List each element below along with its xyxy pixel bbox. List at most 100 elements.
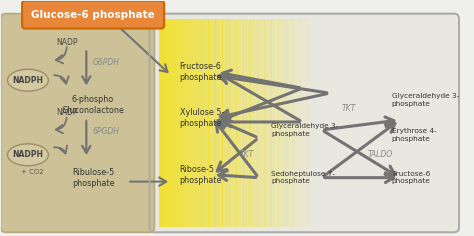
Bar — [180, 19, 183, 227]
Bar — [260, 19, 262, 227]
Bar — [239, 19, 241, 227]
Bar — [220, 19, 222, 227]
Bar — [269, 19, 272, 227]
Text: Xylulose 5-
phosphate: Xylulose 5- phosphate — [180, 108, 224, 128]
Bar — [262, 19, 264, 227]
Bar — [297, 19, 300, 227]
Bar — [264, 19, 267, 227]
Bar — [255, 19, 257, 227]
Bar — [197, 19, 199, 227]
Bar — [302, 19, 304, 227]
Bar — [311, 19, 314, 227]
Bar — [295, 19, 297, 227]
Bar — [204, 19, 206, 227]
Bar — [194, 19, 197, 227]
Bar — [278, 19, 281, 227]
Bar — [337, 19, 339, 227]
Text: NADPH: NADPH — [12, 150, 44, 159]
Bar — [292, 19, 295, 227]
Text: Glyceraldehyde 3-
phosphate: Glyceraldehyde 3- phosphate — [271, 123, 338, 137]
Bar — [182, 19, 185, 227]
Bar — [253, 19, 255, 227]
Bar — [222, 19, 225, 227]
Bar — [225, 19, 227, 227]
Bar — [208, 19, 211, 227]
Bar — [178, 19, 181, 227]
Bar — [232, 19, 234, 227]
Bar — [199, 19, 201, 227]
Text: Sedoheptulose 7-
phosphate: Sedoheptulose 7- phosphate — [271, 171, 335, 184]
Bar — [229, 19, 232, 227]
Bar — [187, 19, 190, 227]
Bar — [218, 19, 220, 227]
Bar — [243, 19, 246, 227]
Bar — [237, 19, 239, 227]
Bar — [192, 19, 194, 227]
Text: Fructose-6
phosphate: Fructose-6 phosphate — [392, 171, 430, 184]
Bar — [341, 19, 344, 227]
Bar — [169, 19, 171, 227]
Bar — [271, 19, 274, 227]
Bar — [332, 19, 335, 227]
Bar — [290, 19, 292, 227]
Bar — [227, 19, 229, 227]
Bar — [316, 19, 318, 227]
Bar — [273, 19, 276, 227]
Bar — [185, 19, 188, 227]
Bar — [241, 19, 244, 227]
FancyBboxPatch shape — [0, 14, 155, 232]
Text: Fructose-6
phosphate: Fructose-6 phosphate — [180, 62, 222, 82]
Bar — [339, 19, 342, 227]
Bar — [309, 19, 311, 227]
Bar — [288, 19, 290, 227]
Bar — [215, 19, 218, 227]
Text: Ribulose-5
phosphate: Ribulose-5 phosphate — [72, 168, 114, 188]
Text: TALDO: TALDO — [367, 150, 393, 159]
Bar — [328, 19, 330, 227]
Text: NADP: NADP — [56, 38, 78, 47]
Bar — [176, 19, 178, 227]
Text: TKT: TKT — [342, 104, 356, 113]
Bar — [213, 19, 216, 227]
Bar — [166, 19, 169, 227]
Bar — [283, 19, 285, 227]
Text: TKT: TKT — [240, 150, 254, 159]
Bar — [304, 19, 307, 227]
Text: NADPH: NADPH — [12, 76, 44, 85]
Bar — [246, 19, 248, 227]
Bar — [190, 19, 192, 227]
Bar — [285, 19, 288, 227]
Text: Glyceraldehyde 3-
phosphate: Glyceraldehyde 3- phosphate — [392, 93, 459, 107]
Bar — [234, 19, 237, 227]
Ellipse shape — [8, 69, 48, 91]
Bar — [201, 19, 204, 227]
Text: 6-phospho
Gluconolactone: 6-phospho Gluconolactone — [62, 95, 125, 115]
Text: Ribose-5
phosphate: Ribose-5 phosphate — [180, 165, 222, 185]
Text: G6PDH: G6PDH — [92, 58, 119, 67]
Text: + CO2: + CO2 — [21, 169, 44, 175]
Bar — [171, 19, 173, 227]
Bar — [173, 19, 176, 227]
Bar — [162, 19, 164, 227]
FancyBboxPatch shape — [150, 14, 459, 232]
Bar — [257, 19, 260, 227]
Text: Glucose-6 phosphate: Glucose-6 phosphate — [31, 10, 155, 20]
Bar — [325, 19, 328, 227]
Bar — [267, 19, 269, 227]
Bar — [313, 19, 316, 227]
Bar — [248, 19, 251, 227]
Bar — [281, 19, 283, 227]
Text: 6PGDH: 6PGDH — [92, 127, 119, 136]
Bar — [334, 19, 337, 227]
Bar — [306, 19, 309, 227]
Bar — [323, 19, 325, 227]
Bar — [300, 19, 302, 227]
Bar — [276, 19, 279, 227]
Bar — [164, 19, 166, 227]
Bar — [159, 19, 162, 227]
Bar — [250, 19, 253, 227]
FancyBboxPatch shape — [22, 1, 164, 29]
Bar — [206, 19, 209, 227]
Bar — [318, 19, 320, 227]
Text: NADP: NADP — [56, 108, 78, 117]
